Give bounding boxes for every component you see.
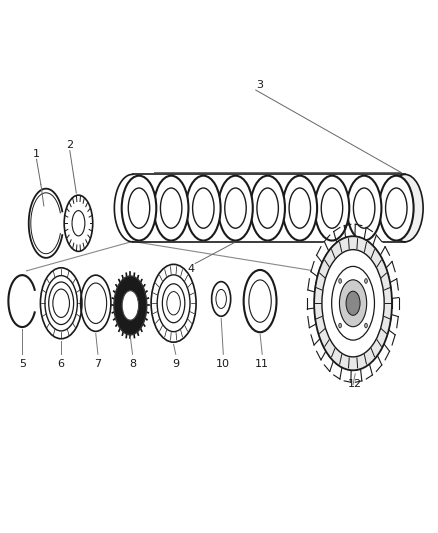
- Ellipse shape: [244, 270, 276, 332]
- Ellipse shape: [346, 175, 382, 241]
- Text: 4: 4: [187, 264, 194, 273]
- Ellipse shape: [167, 292, 180, 315]
- Text: 7: 7: [94, 359, 102, 369]
- Ellipse shape: [151, 264, 196, 342]
- Text: 6: 6: [58, 359, 65, 369]
- Text: 5: 5: [19, 359, 26, 369]
- Ellipse shape: [218, 175, 253, 241]
- Ellipse shape: [339, 323, 342, 328]
- Ellipse shape: [339, 279, 342, 284]
- Ellipse shape: [250, 175, 285, 241]
- Text: 12: 12: [348, 379, 362, 389]
- Text: 10: 10: [216, 359, 230, 369]
- Ellipse shape: [153, 175, 189, 241]
- Ellipse shape: [81, 275, 111, 332]
- Ellipse shape: [282, 175, 318, 241]
- Ellipse shape: [72, 211, 85, 236]
- Ellipse shape: [379, 175, 414, 241]
- Ellipse shape: [322, 249, 384, 357]
- Ellipse shape: [162, 284, 185, 322]
- Ellipse shape: [114, 276, 147, 335]
- Ellipse shape: [122, 290, 138, 320]
- Ellipse shape: [85, 283, 106, 324]
- Text: 11: 11: [255, 359, 269, 369]
- Ellipse shape: [339, 280, 367, 327]
- Ellipse shape: [216, 289, 226, 309]
- Text: 8: 8: [129, 359, 136, 369]
- Ellipse shape: [53, 289, 70, 318]
- Text: 9: 9: [172, 359, 179, 369]
- Ellipse shape: [364, 279, 367, 284]
- Ellipse shape: [346, 291, 360, 316]
- Ellipse shape: [40, 268, 82, 338]
- Ellipse shape: [45, 276, 78, 331]
- Text: 2: 2: [66, 140, 74, 150]
- Ellipse shape: [332, 266, 374, 340]
- Ellipse shape: [314, 175, 350, 241]
- Ellipse shape: [364, 323, 367, 328]
- Text: 1: 1: [33, 149, 40, 159]
- Ellipse shape: [249, 280, 271, 322]
- Ellipse shape: [186, 175, 221, 241]
- Ellipse shape: [63, 192, 94, 254]
- Text: 3: 3: [257, 80, 264, 90]
- Ellipse shape: [307, 224, 399, 382]
- Ellipse shape: [157, 275, 190, 332]
- Ellipse shape: [49, 282, 74, 325]
- Ellipse shape: [314, 236, 392, 370]
- Ellipse shape: [212, 281, 231, 316]
- Ellipse shape: [387, 174, 423, 242]
- Ellipse shape: [121, 175, 157, 241]
